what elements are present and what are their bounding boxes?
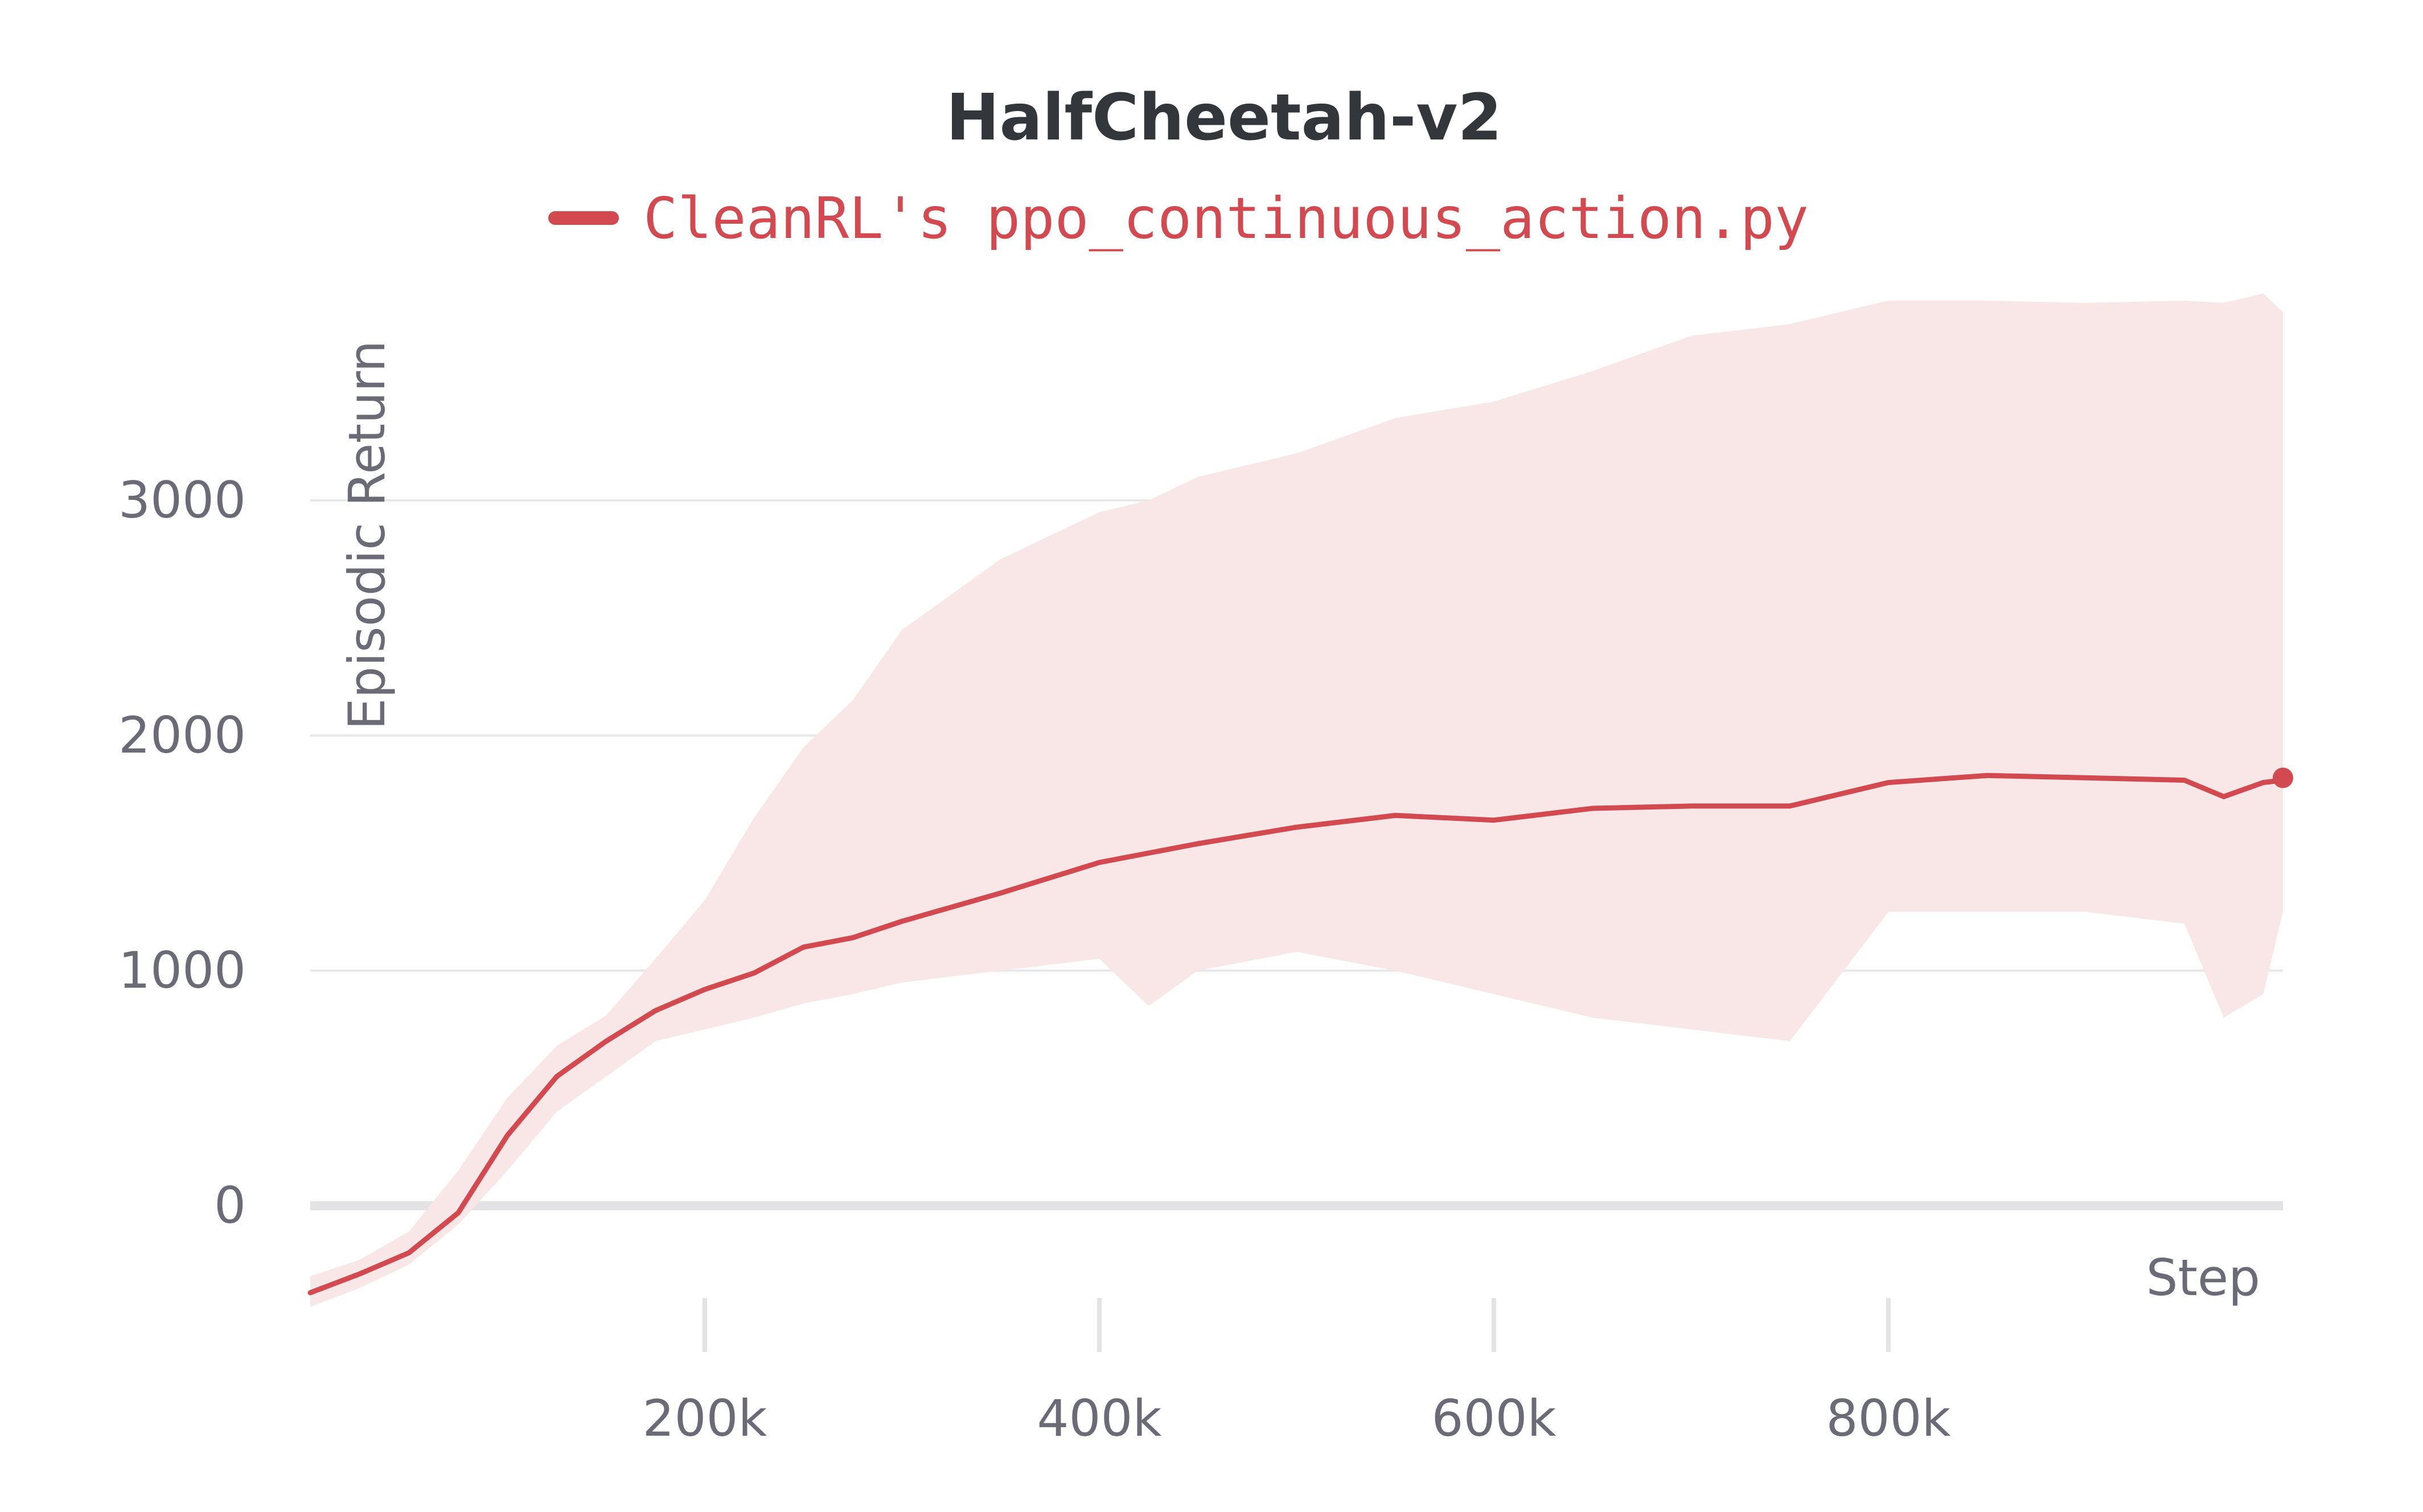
x-axis-label: Step [2146, 1248, 2260, 1307]
x-tick-label: 400k [1037, 1389, 1162, 1448]
series-line[interactable] [307, 773, 2286, 1296]
x-tick-label: 200k [643, 1389, 767, 1448]
y-tick-labels: 0 1000 2000 3000 [118, 471, 246, 1235]
y-tick-label: 1000 [118, 941, 246, 1000]
line-layer [307, 767, 2293, 1296]
y-tick-label: 2000 [118, 706, 246, 765]
series-end-point[interactable] [2273, 767, 2293, 788]
legend[interactable]: CleanRL's ppo_continuous_action.py [548, 185, 1809, 252]
band-layer [310, 293, 2283, 1307]
legend-label: CleanRL's ppo_continuous_action.py [643, 185, 1809, 252]
series-confidence-band [310, 293, 2283, 1307]
x-tick-label: 600k [1432, 1389, 1557, 1448]
x-tick-labels: 200k 400k 600k 800k [643, 1298, 1951, 1448]
chart-title: HalfCheetah-v2 [946, 81, 1502, 155]
y-tick-label: 3000 [118, 471, 246, 529]
y-axis-label: Episodic Return [338, 340, 396, 730]
y-tick-label: 0 [214, 1176, 246, 1235]
x-tick-label: 800k [1826, 1389, 1951, 1448]
